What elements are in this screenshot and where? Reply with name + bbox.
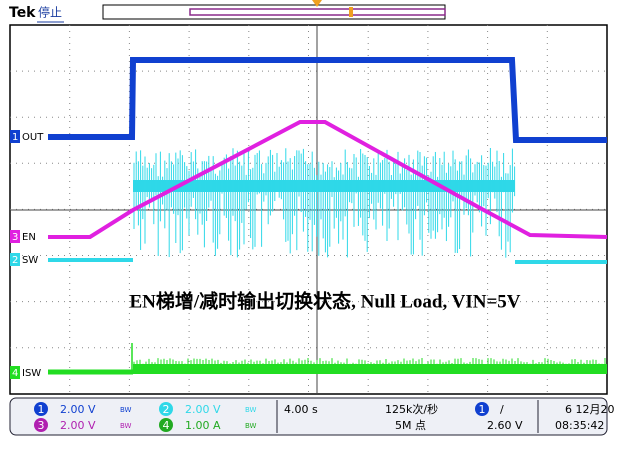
ch2-bw: BW [245, 406, 257, 414]
ch1-number: 1 [12, 132, 18, 143]
trigger-slope: / [500, 403, 504, 416]
trigger-source: 1 [479, 403, 486, 416]
brand: Tek [9, 5, 36, 21]
annotation: EN梯增/减时输出切换状态, Null Load, VIN=5V [129, 289, 520, 312]
ch2-badge-number: 2 [163, 403, 170, 416]
ch2-number: 2 [12, 255, 18, 266]
ch1-scale: 2.00 V [60, 403, 96, 416]
oscilloscope-screen: Tek 停止 1 OUT 3 EN 2 SW 4 ISW EN梯增/减时输出切换… [0, 0, 617, 459]
timebase-scale: 4.00 s [284, 403, 318, 416]
date: 6 12月20 [565, 403, 615, 416]
ch4-bw: BW [245, 422, 257, 430]
ch3-number: 3 [12, 232, 18, 243]
time: 08:35:42 [555, 419, 604, 432]
ch2-scale: 2.00 V [185, 403, 221, 416]
ch4-label: ISW [22, 368, 41, 379]
record-bar [103, 5, 445, 19]
ch3-label: EN [22, 232, 36, 243]
ch3-bw: BW [120, 422, 132, 430]
record-length: 5M 点 [395, 419, 426, 432]
ch4-scale: 1.00 A [185, 419, 221, 432]
trigger-level: 2.60 V [487, 419, 523, 432]
ch1-label: OUT [22, 132, 44, 143]
ch4-number: 4 [12, 368, 18, 379]
ch4-badge-number: 4 [163, 419, 170, 432]
ch1-bw: BW [120, 406, 132, 414]
sample-rate: 125k次/秒 [385, 402, 438, 416]
ch1-badge-number: 1 [38, 403, 45, 416]
trigger-position [349, 7, 353, 17]
ch3-badge-number: 3 [38, 419, 45, 432]
ch2-label: SW [22, 255, 38, 266]
ch3-scale: 2.00 V [60, 419, 96, 432]
run-status: 停止 [38, 5, 62, 20]
